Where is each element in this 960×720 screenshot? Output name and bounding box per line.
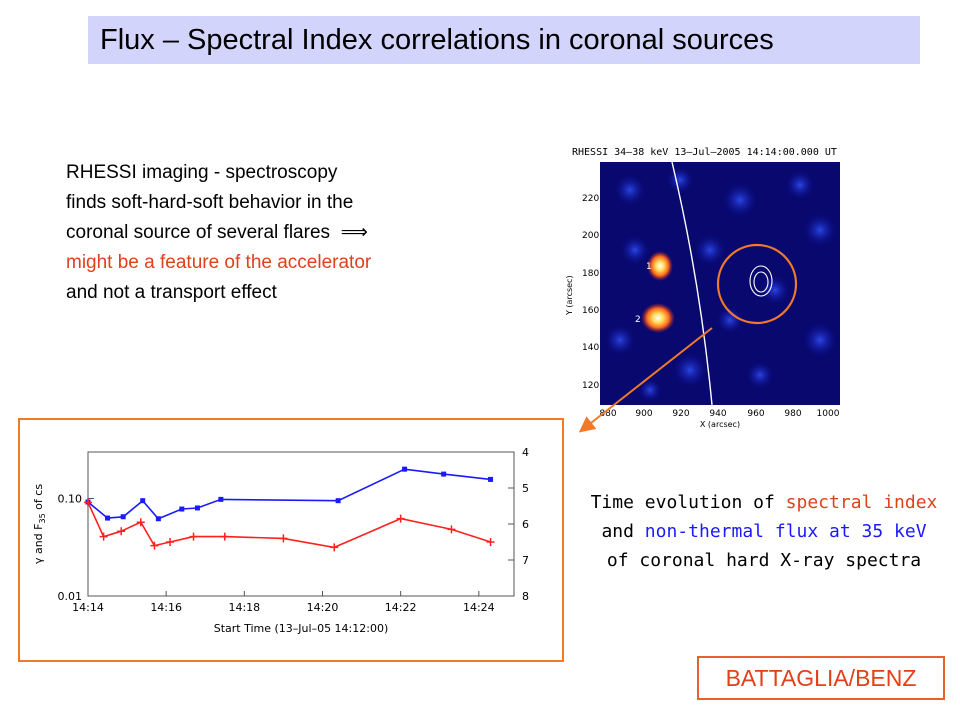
rhessi-image-panel: RHESSI 34–38 keV 13–Jul–2005 14:14:00.00… (560, 140, 890, 430)
caption-line-1: Time evolution of spectral index (578, 488, 950, 517)
caption-line-2-text: and (601, 521, 645, 542)
pointer-arrow-icon (578, 327, 713, 433)
x-tick-label: 14:18 (228, 601, 260, 614)
right-tick-label: 5 (522, 482, 529, 495)
image-ytick-220: 220 (582, 194, 599, 204)
contour-inner (753, 271, 769, 293)
solar-limb-line (671, 161, 713, 406)
series-point-1 (279, 534, 288, 543)
image-xtick-920: 920 (672, 409, 689, 419)
title-bar: Flux – Spectral Index correlations in co… (88, 16, 920, 64)
x-tick-label: 14:20 (307, 601, 339, 614)
source-1-blob (647, 251, 673, 281)
image-xtick-940: 940 (709, 409, 726, 419)
series-point-1 (117, 527, 126, 536)
image-background (600, 162, 840, 405)
series-point-0 (194, 505, 200, 511)
series-point-0 (140, 498, 146, 504)
series-point-0 (335, 498, 341, 504)
caption-spectral-index: spectral index (785, 492, 938, 513)
series-line-0 (87, 468, 491, 520)
rhessi-image: RHESSI 34–38 keV 13–Jul–2005 14:14:00.00… (565, 147, 840, 429)
series-point-0 (179, 506, 185, 512)
series-point-0 (402, 466, 408, 472)
signature-box: BATTAGLIA/BENZ (697, 656, 945, 700)
source-2-blob (641, 303, 675, 333)
x-tick-label: 14:22 (385, 601, 417, 614)
image-ytick-160: 160 (582, 306, 599, 316)
image-header: RHESSI 34–38 keV 13–Jul–2005 14:14:00.00… (572, 147, 837, 158)
bullet-line-4: might be a feature of the accelerator (66, 252, 372, 273)
chart-frame: γ and F35 of cs Start Time (13–Jul–05 14… (18, 418, 564, 662)
right-tick-label: 8 (522, 590, 529, 603)
x-tick-label: 14:24 (463, 601, 495, 614)
series-point-1 (150, 541, 159, 550)
source-1-label: 1 (646, 262, 652, 272)
series-point-0 (105, 515, 111, 521)
image-ytick-180: 180 (582, 269, 599, 279)
series-point-1 (220, 532, 229, 541)
series-point-1 (486, 538, 495, 546)
bullet-line-2: finds soft-hard-soft behavior in the (66, 192, 354, 213)
series-point-1 (447, 525, 456, 534)
right-tick-label: 4 (522, 446, 529, 459)
image-xtick-980: 980 (784, 409, 801, 419)
series-point-0 (120, 514, 126, 520)
image-xtick-1000: 1000 (817, 409, 840, 419)
image-xlabel: X (arcsec) (700, 420, 740, 429)
series-point-1 (136, 518, 145, 527)
series-point-0 (218, 496, 224, 502)
chart-xlabel: Start Time (13–Jul–05 14:12:00) (214, 622, 389, 635)
series-point-0 (441, 471, 447, 477)
bullet-line-3: coronal source of several flares ⟹ (66, 218, 486, 248)
series-point-1 (189, 532, 198, 541)
right-tick-label: 6 (522, 518, 529, 531)
chart-ylabel: γ and F35 of cs (32, 484, 47, 564)
caption-line-1-text: Time evolution of (590, 492, 786, 513)
image-ytick-140: 140 (582, 343, 599, 353)
bullet-line-5: and not a transport effect (66, 282, 277, 303)
image-xtick-900: 900 (635, 409, 652, 419)
image-ytick-120: 120 (582, 381, 599, 391)
image-xtick-880: 880 (599, 409, 616, 419)
time-evolution-chart: γ and F35 of cs Start Time (13–Jul–05 14… (32, 446, 529, 635)
caption-line-3: of coronal hard X-ray spectra (606, 550, 922, 571)
image-mottle (604, 166, 838, 402)
bullet-line-1: RHESSI imaging - spectroscopy (66, 162, 338, 183)
x-tick-label: 14:14 (72, 601, 104, 614)
series-point-0 (488, 476, 494, 482)
series-point-1 (166, 538, 175, 546)
series-point-1 (396, 514, 405, 523)
left-tick-label: 0.01 (58, 590, 83, 603)
right-tick-label: 7 (522, 554, 529, 567)
left-tick-label: 0.10 (58, 493, 83, 506)
series-point-0 (155, 516, 161, 522)
bullet-text: RHESSI imaging - spectroscopy finds soft… (66, 158, 486, 308)
image-ytick-200: 200 (582, 231, 599, 241)
source-2-label: 2 (635, 315, 641, 325)
caption-line-2: and non-thermal flux at 35 keV (578, 517, 950, 546)
caption-flux: non-thermal flux at 35 keV (644, 521, 927, 542)
image-xtick-960: 960 (747, 409, 764, 419)
contour-outer (749, 265, 773, 297)
caption: Time evolution of spectral index and non… (578, 488, 950, 575)
x-tick-label: 14:16 (150, 601, 182, 614)
highlight-circle (716, 243, 798, 325)
implies-arrow-icon: ⟹ (340, 222, 368, 243)
plot-area (87, 451, 515, 597)
series-point-1 (330, 543, 339, 552)
bullet-line-3-text: coronal source of several flares (66, 222, 331, 243)
series-point-1 (84, 498, 92, 507)
series-point-1 (99, 532, 108, 541)
signature-text: BATTAGLIA/BENZ (725, 665, 917, 691)
image-ylabel: Y (arcsec) (565, 275, 574, 316)
series-line-1 (87, 502, 491, 549)
slide-title: Flux – Spectral Index correlations in co… (100, 24, 774, 56)
